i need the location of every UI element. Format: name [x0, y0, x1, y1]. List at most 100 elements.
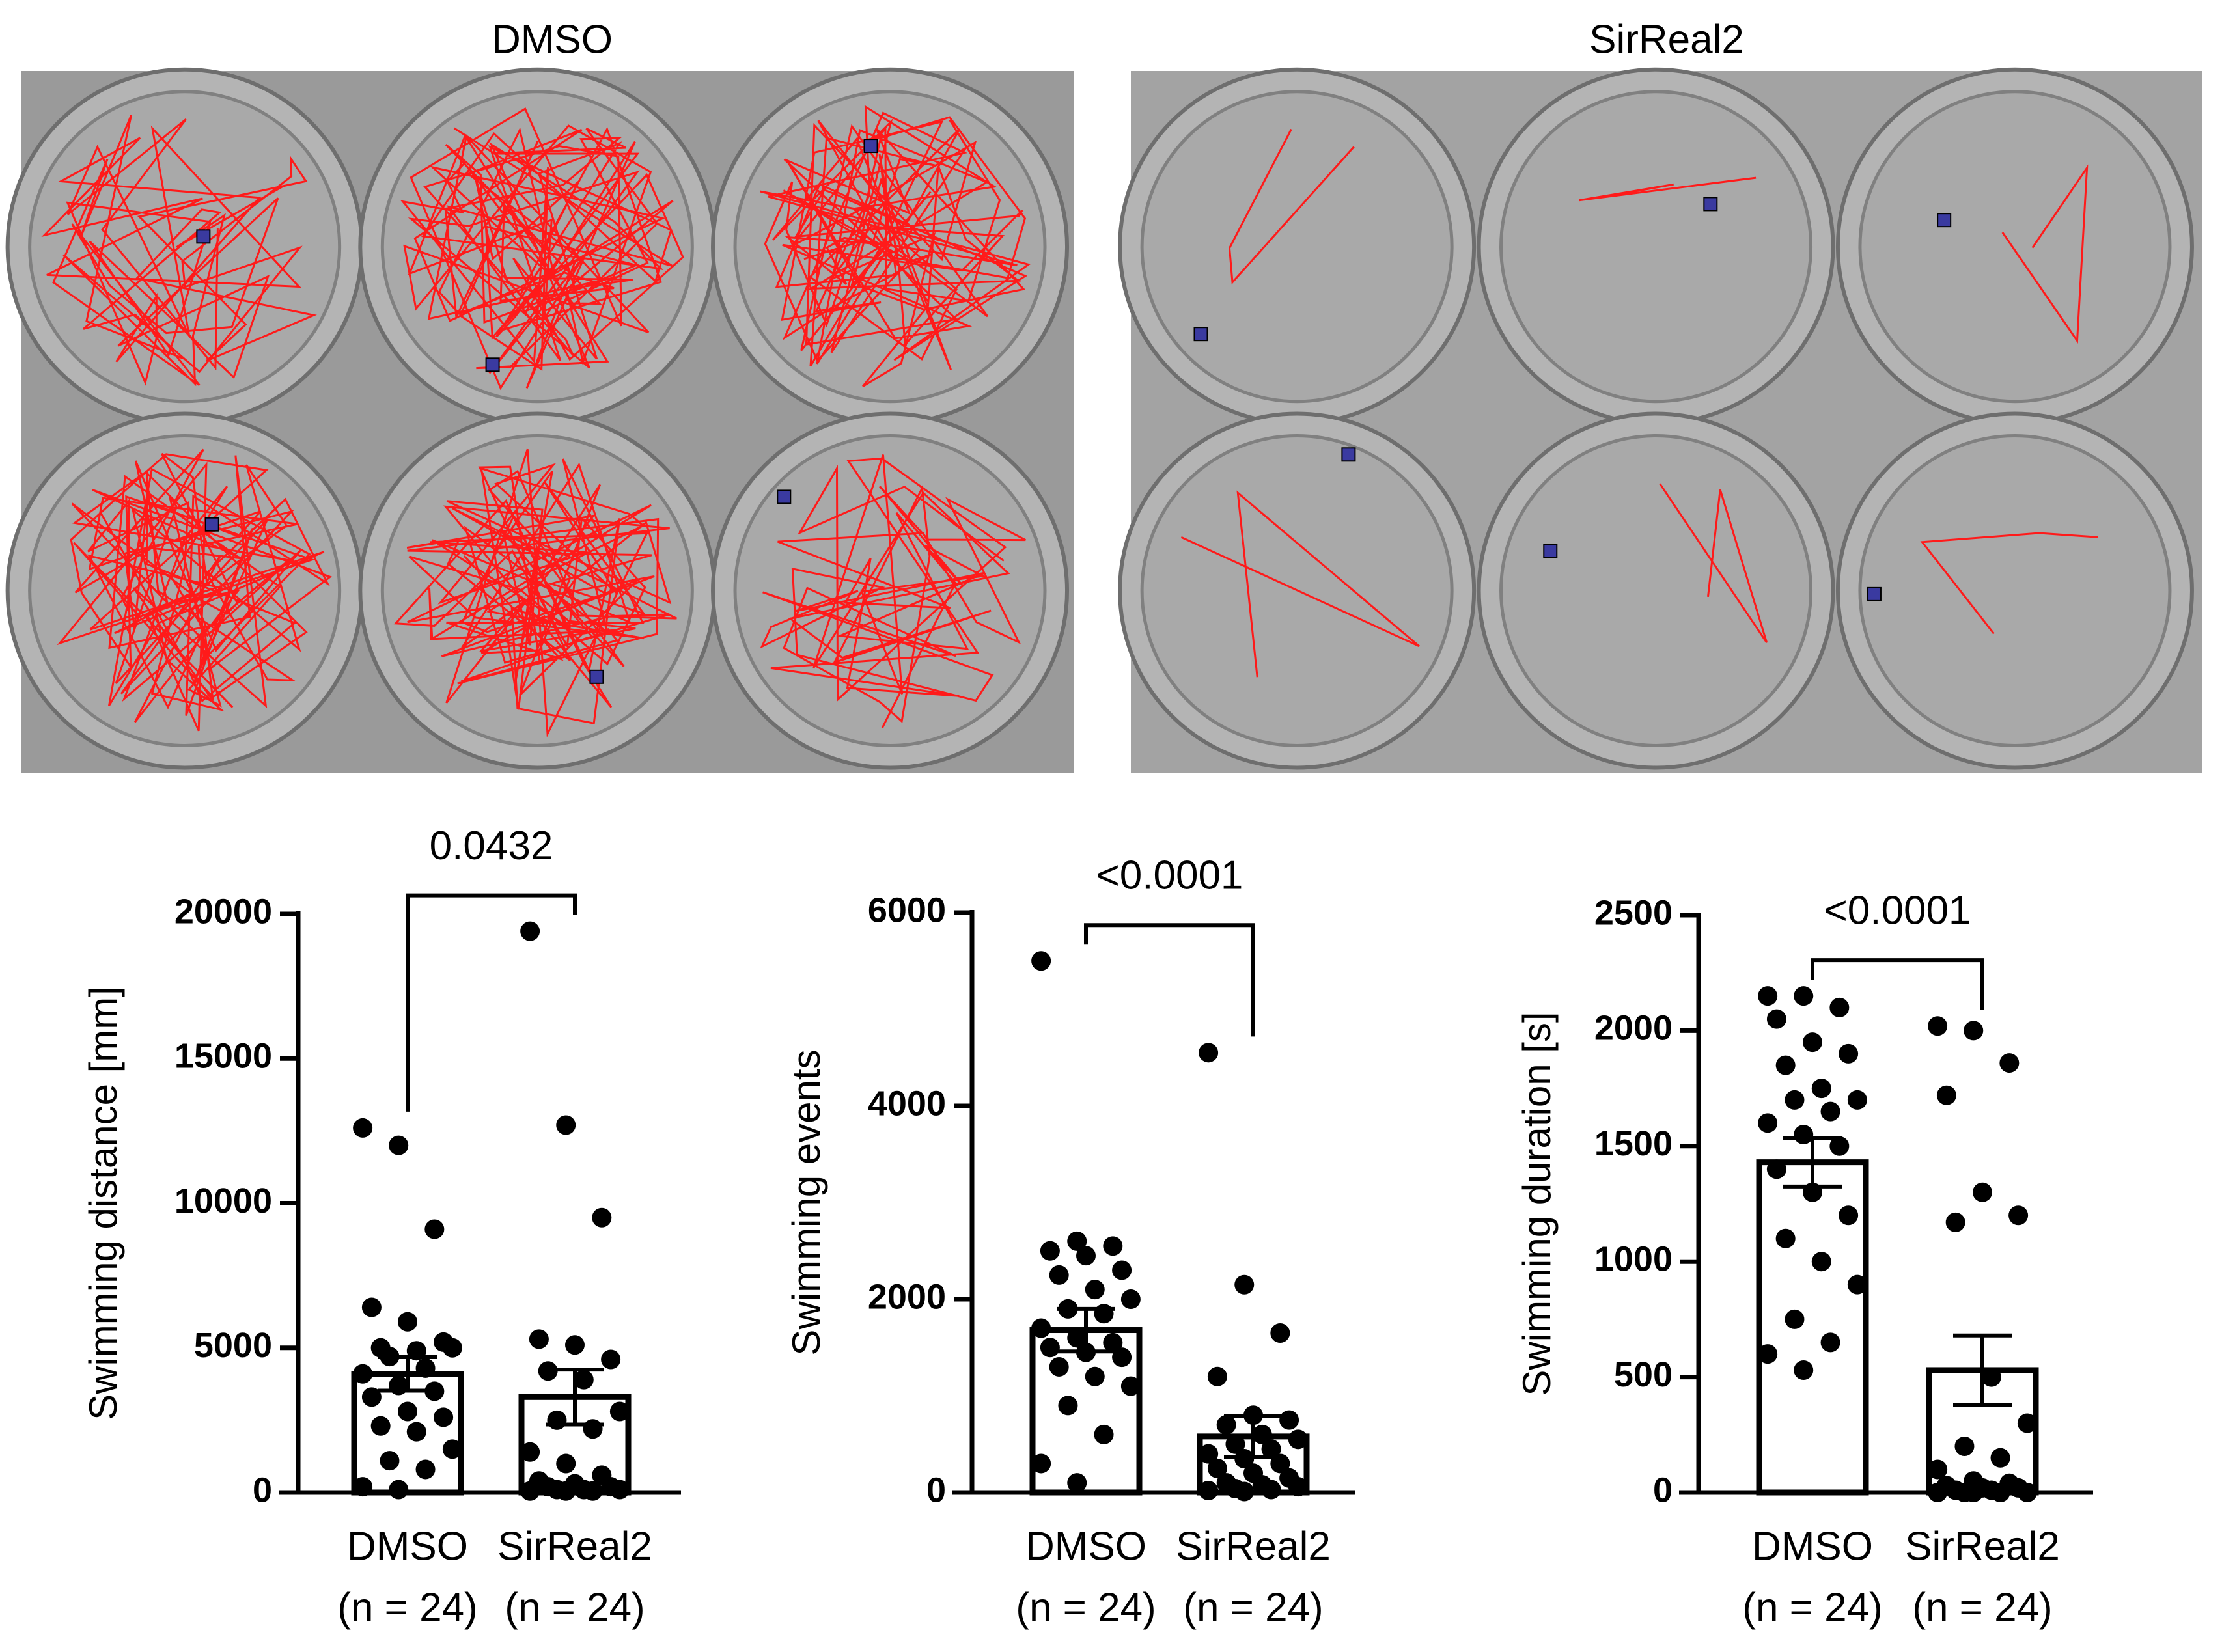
error-bar [378, 1355, 437, 1393]
data-point [2008, 1205, 2029, 1226]
y-tick-label: 5000 [194, 1326, 272, 1365]
data-point [1085, 1280, 1105, 1300]
data-point [1839, 1205, 1859, 1226]
well-inner [1499, 90, 1813, 404]
data-point [2017, 1413, 2037, 1433]
data-point [1279, 1410, 1299, 1430]
data-point [1049, 1265, 1069, 1285]
data-point [1076, 1246, 1096, 1266]
data-point [1981, 1367, 2001, 1387]
data-point [442, 1439, 462, 1459]
data-point [398, 1312, 417, 1332]
y-tick-label: 20000 [174, 892, 272, 931]
data-point [1794, 986, 1814, 1006]
data-point [583, 1419, 603, 1439]
data-point [1794, 1125, 1814, 1145]
data-point [1936, 1085, 1956, 1105]
data-point [1964, 1483, 1984, 1502]
end-marker [1703, 197, 1718, 212]
data-point [1199, 1481, 1219, 1501]
y-tick-label: 10000 [174, 1181, 272, 1220]
data-point [574, 1370, 594, 1390]
end-marker [204, 517, 219, 532]
x-tick-label: DMSO [347, 1524, 468, 1569]
data-point [1811, 1252, 1831, 1272]
data-point [361, 1297, 382, 1317]
y-tick-label: 2500 [1594, 893, 1673, 932]
data-point [1964, 1021, 1984, 1041]
data-point [1820, 1332, 1840, 1353]
track [1180, 490, 1420, 678]
x-tick-note: (n = 24) [337, 1585, 477, 1630]
data-point [1094, 1424, 1114, 1444]
data-point [1234, 1481, 1255, 1502]
track [2001, 164, 2089, 344]
y-tick-label: 0 [926, 1470, 946, 1509]
x-tick-label: DMSO [1025, 1524, 1146, 1569]
y-tick-label: 0 [253, 1470, 272, 1509]
data-point [1103, 1332, 1123, 1353]
end-marker [1867, 586, 1882, 601]
data-point [1775, 1228, 1796, 1248]
data-point [1085, 1366, 1105, 1386]
data-point [1785, 1090, 1805, 1110]
data-point [361, 1387, 382, 1407]
x-tick-label: SirReal2 [1176, 1524, 1331, 1569]
data-point [1120, 1376, 1141, 1396]
data-point [1040, 1338, 1060, 1358]
data-point [1758, 1113, 1778, 1133]
data-point [1847, 1090, 1867, 1110]
track [1579, 176, 1757, 202]
data-point [547, 1410, 567, 1430]
y-axis-label: Swimming events [785, 1049, 828, 1355]
p-value: <0.0001 [1096, 853, 1243, 898]
data-point [1803, 1032, 1822, 1053]
well-inner [1499, 434, 1813, 747]
data-point [1270, 1323, 1290, 1343]
data-point [1067, 1473, 1087, 1493]
data-point [520, 1481, 540, 1501]
data-point [1990, 1483, 2010, 1502]
data-point [2017, 1483, 2037, 1502]
x-tick-note: (n = 24) [1183, 1585, 1323, 1630]
y-tick-label: 15000 [174, 1037, 272, 1076]
y-tick-label: 1000 [1594, 1239, 1673, 1278]
track [1659, 483, 1768, 644]
data-point [1288, 1429, 1308, 1450]
x-tick-note: (n = 24) [505, 1585, 645, 1630]
data-point [1112, 1260, 1132, 1280]
data-point [1040, 1241, 1060, 1261]
track [41, 115, 317, 387]
data-point [1207, 1458, 1227, 1478]
data-point [370, 1416, 391, 1436]
well-inner [28, 90, 342, 404]
data-point [1973, 1182, 1992, 1202]
data-point [520, 921, 540, 941]
data-point [1990, 1448, 2010, 1468]
significance-bracket [1084, 923, 1255, 1037]
end-marker [1193, 327, 1208, 342]
error-bar [1783, 1136, 1842, 1189]
data-point [1758, 986, 1778, 1006]
data-point [1031, 951, 1051, 971]
well-inner [733, 434, 1047, 747]
y-tick-label: 6000 [868, 890, 946, 929]
data-point [1120, 1289, 1141, 1309]
data-point [1058, 1396, 1078, 1416]
data-point [442, 1338, 462, 1358]
p-value: 0.0432 [430, 823, 553, 868]
data-point [434, 1407, 454, 1427]
track [400, 107, 684, 391]
data-point [1785, 1309, 1805, 1329]
x-tick-label: SirReal2 [1905, 1524, 2060, 1569]
data-point [398, 1401, 417, 1422]
y-tick-label: 4000 [868, 1084, 946, 1123]
data-point [353, 1477, 373, 1497]
data-point [1252, 1424, 1272, 1444]
data-point [1999, 1053, 2020, 1073]
data-point [1094, 1304, 1114, 1324]
data-point [1103, 1236, 1123, 1256]
data-point [583, 1481, 603, 1501]
track [393, 448, 677, 738]
